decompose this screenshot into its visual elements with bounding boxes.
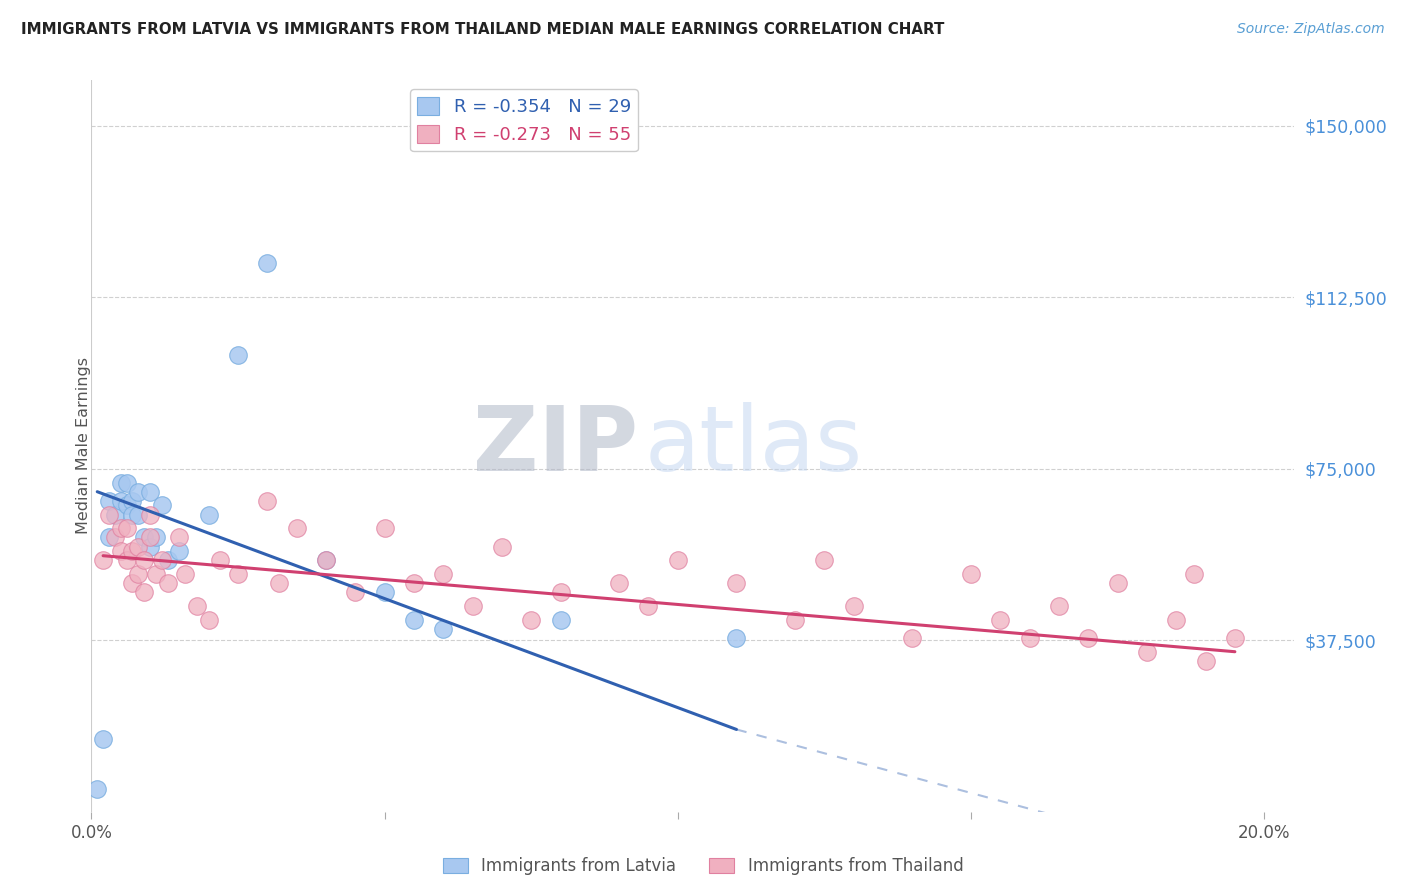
Point [1047, 599, 1070, 613]
Point [156, 576, 179, 591]
Point [285, 521, 308, 535]
Point [127, 540, 149, 554]
Point [134, 585, 156, 599]
Point [550, 613, 572, 627]
Point [115, 499, 138, 513]
Point [315, 553, 337, 567]
Point [901, 631, 924, 645]
Point [960, 567, 983, 582]
Point [315, 553, 337, 567]
Point [461, 599, 484, 613]
Point [150, 553, 173, 567]
Text: ZIP: ZIP [474, 402, 638, 490]
Point [1194, 654, 1216, 668]
Point [1018, 631, 1040, 645]
Point [134, 553, 156, 567]
Point [115, 521, 138, 535]
Point [637, 599, 659, 613]
Point [432, 622, 454, 636]
Point [139, 540, 162, 554]
Point [104, 508, 127, 522]
Point [121, 508, 143, 522]
Point [226, 348, 249, 362]
Legend: Immigrants from Latvia, Immigrants from Thailand: Immigrants from Latvia, Immigrants from … [436, 851, 970, 882]
Point [842, 599, 865, 613]
Point [121, 544, 143, 558]
Point [98, 530, 121, 544]
Point [197, 508, 219, 522]
Point [374, 521, 396, 535]
Point [121, 493, 143, 508]
Text: IMMIGRANTS FROM LATVIA VS IMMIGRANTS FROM THAILAND MEDIAN MALE EARNINGS CORRELAT: IMMIGRANTS FROM LATVIA VS IMMIGRANTS FRO… [21, 22, 945, 37]
Point [169, 544, 191, 558]
Point [139, 484, 162, 499]
Text: atlas: atlas [644, 402, 862, 490]
Point [226, 567, 249, 582]
Point [110, 493, 132, 508]
Point [1107, 576, 1129, 591]
Point [197, 613, 219, 627]
Point [145, 567, 167, 582]
Point [104, 530, 127, 544]
Point [91, 731, 114, 746]
Point [725, 576, 748, 591]
Point [98, 508, 121, 522]
Point [813, 553, 835, 567]
Point [127, 567, 149, 582]
Point [1223, 631, 1246, 645]
Point [86, 781, 108, 796]
Point [91, 553, 114, 567]
Point [169, 530, 191, 544]
Point [432, 567, 454, 582]
Point [1182, 567, 1205, 582]
Point [115, 553, 138, 567]
Point [127, 508, 149, 522]
Point [988, 613, 1011, 627]
Point [267, 576, 290, 591]
Legend: R = -0.354   N = 29, R = -0.273   N = 55: R = -0.354 N = 29, R = -0.273 N = 55 [411, 89, 638, 152]
Point [110, 475, 132, 490]
Point [666, 553, 689, 567]
Point [607, 576, 630, 591]
Point [115, 475, 138, 490]
Point [121, 576, 143, 591]
Point [1136, 645, 1159, 659]
Point [256, 256, 278, 270]
Point [783, 613, 806, 627]
Point [127, 484, 149, 499]
Point [402, 613, 425, 627]
Point [1166, 613, 1188, 627]
Point [150, 499, 173, 513]
Point [520, 613, 543, 627]
Point [174, 567, 197, 582]
Point [110, 544, 132, 558]
Point [725, 631, 748, 645]
Point [156, 553, 179, 567]
Point [110, 521, 132, 535]
Point [1077, 631, 1099, 645]
Text: Source: ZipAtlas.com: Source: ZipAtlas.com [1237, 22, 1385, 37]
Point [402, 576, 425, 591]
Point [374, 585, 396, 599]
Point [209, 553, 232, 567]
Point [145, 530, 167, 544]
Point [134, 530, 156, 544]
Y-axis label: Median Male Earnings: Median Male Earnings [76, 358, 90, 534]
Point [491, 540, 513, 554]
Point [256, 493, 278, 508]
Point [550, 585, 572, 599]
Point [139, 530, 162, 544]
Point [98, 493, 121, 508]
Point [344, 585, 367, 599]
Point [139, 508, 162, 522]
Point [186, 599, 208, 613]
